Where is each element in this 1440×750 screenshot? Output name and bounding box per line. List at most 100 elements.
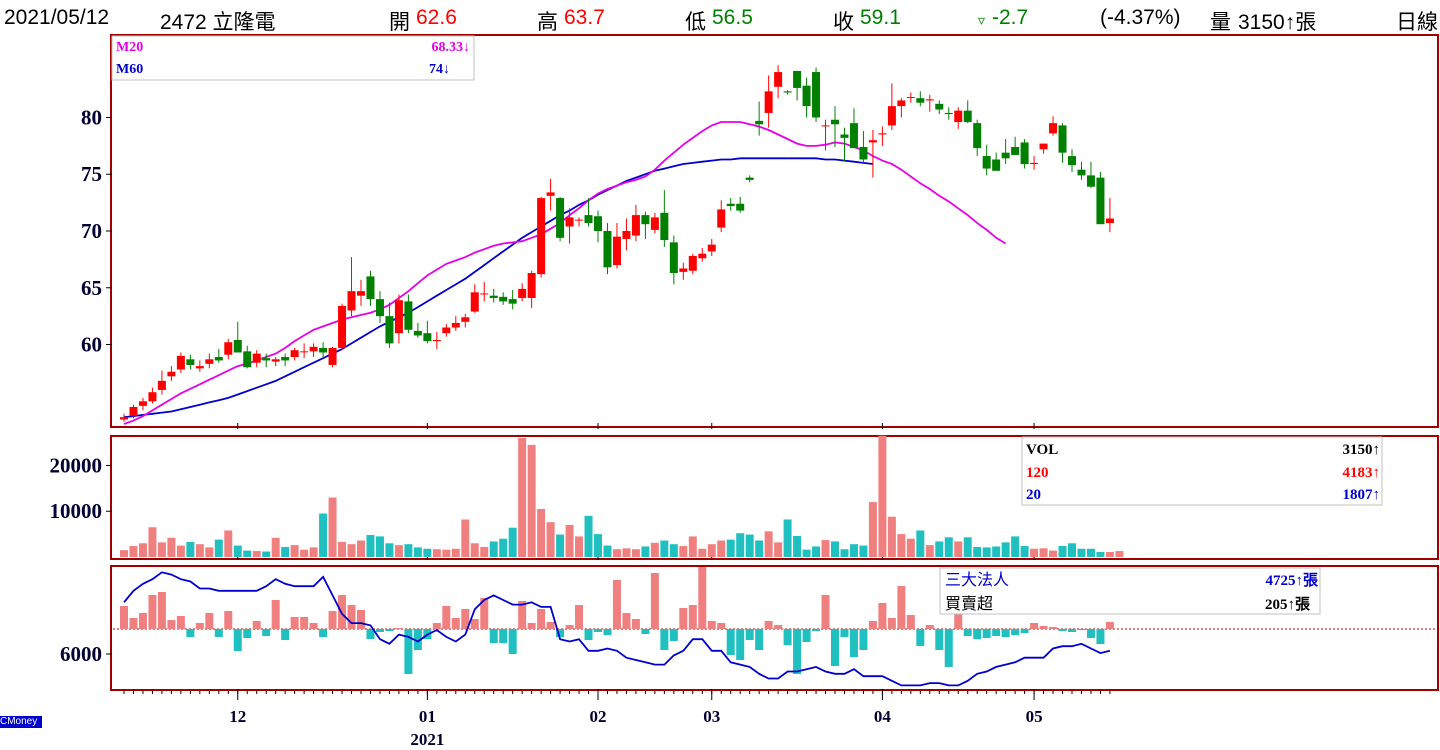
- x-tick-label: 03: [703, 707, 720, 726]
- net-buy-bar: [195, 623, 204, 629]
- net-sell-bar: [793, 629, 802, 674]
- candle-body: [916, 98, 925, 103]
- volume-bar: [575, 536, 584, 557]
- vol-legend-label: VOL: [1026, 442, 1058, 458]
- close-value: 59.1: [860, 6, 901, 29]
- candle-body: [736, 203, 745, 211]
- x-tick-label: 05: [1026, 707, 1043, 726]
- net-buy-bar: [575, 605, 584, 629]
- volume-bar: [707, 544, 716, 557]
- net-buy-bar: [612, 580, 621, 629]
- candle-body: [357, 291, 365, 296]
- candle-body: [1049, 123, 1058, 134]
- volume-bar: [205, 547, 214, 557]
- net-sell-bar: [243, 629, 252, 638]
- net-sell-bar: [404, 629, 413, 674]
- candle-body: [774, 72, 783, 87]
- volume-bar: [584, 515, 593, 557]
- candle-body: [631, 215, 640, 236]
- volume-bar: [290, 545, 299, 557]
- candle-body: [641, 215, 650, 225]
- net-buy-bar: [821, 595, 830, 629]
- candle-body: [963, 110, 972, 123]
- volume-bar: [271, 537, 280, 557]
- candle-body: [527, 273, 536, 298]
- institutional-series: [123, 571, 1111, 687]
- net-sell-bar: [982, 629, 991, 638]
- candle-body: [252, 353, 261, 363]
- candle-body: [319, 347, 328, 353]
- volume-bar: [982, 547, 991, 557]
- candlestick-series: [120, 65, 1114, 422]
- candle-body: [157, 380, 166, 390]
- y-tick-label: 6000: [60, 642, 102, 666]
- net-buy-bar: [357, 610, 365, 629]
- volume-bar: [783, 519, 792, 557]
- volume-bar: [243, 550, 252, 557]
- net-sell-bar: [736, 629, 745, 660]
- volume-bar: [1086, 548, 1095, 557]
- candle-body: [243, 351, 252, 368]
- net-sell-bar: [413, 629, 422, 650]
- volume-bar: [631, 549, 640, 557]
- net-buy-bar: [157, 592, 166, 629]
- candle-body: [338, 305, 347, 348]
- volume-bar: [906, 538, 915, 557]
- net-sell-bar: [1020, 629, 1029, 633]
- candle-body: [413, 330, 422, 336]
- candle-body: [556, 198, 565, 238]
- candle-body: [1011, 146, 1020, 155]
- volume-bar: [281, 546, 290, 557]
- net-buy-bar: [271, 600, 280, 629]
- volume-bar: [309, 547, 318, 557]
- candle-body: [650, 217, 659, 230]
- low-label: 低: [685, 11, 706, 34]
- net-buy-bar: [167, 620, 176, 629]
- volume-bar: [793, 535, 802, 557]
- volume-bar: [148, 527, 157, 557]
- candle-body: [973, 123, 982, 149]
- volume-bar: [622, 548, 631, 557]
- volume-bar: [1068, 543, 1076, 557]
- candle-body: [148, 392, 157, 402]
- net-buy-bar: [129, 618, 138, 629]
- volume-y-axis: 10000 20000: [50, 453, 112, 523]
- candle-body: [1068, 156, 1076, 166]
- volume-bar: [347, 544, 356, 557]
- volume-bar: [925, 545, 934, 557]
- net-buy-bar: [631, 619, 640, 629]
- y-tick-label: 75: [81, 162, 102, 186]
- volume-bar: [404, 544, 413, 557]
- volume-bar: [1077, 548, 1086, 557]
- net-sell-bar: [375, 629, 384, 632]
- volume-bar: [328, 497, 337, 557]
- volume-bar: [480, 546, 489, 557]
- volume-bar: [916, 530, 925, 557]
- candle-body: [887, 106, 896, 126]
- candle-body: [1020, 142, 1029, 165]
- volume-bar: [764, 531, 773, 557]
- volume-bar: [1105, 551, 1114, 557]
- volume-bar: [831, 541, 839, 557]
- volume-bar: [650, 542, 659, 557]
- candle-body: [224, 342, 233, 355]
- candle-body: [1096, 177, 1105, 225]
- low-value: 56.5: [712, 6, 753, 29]
- volume-bar: [868, 502, 877, 557]
- candle-body: [290, 350, 299, 358]
- volume-series: [120, 435, 1124, 557]
- volume-bar: [442, 549, 451, 557]
- net-buy-bar: [461, 609, 470, 629]
- net-buy-bar: [527, 623, 536, 629]
- candle-body: [831, 119, 839, 125]
- net-buy-sell-value: 205↑張: [1265, 596, 1311, 613]
- volume-bar: [840, 549, 849, 557]
- net-buy-bar: [679, 608, 688, 629]
- candle-body: [603, 231, 612, 268]
- vol-legend-value: 3150↑: [1343, 442, 1381, 458]
- volume-bar: [973, 546, 982, 557]
- open-label: 開: [389, 11, 410, 34]
- change-value: -2.7: [992, 6, 1029, 29]
- net-sell-bar: [1058, 629, 1067, 631]
